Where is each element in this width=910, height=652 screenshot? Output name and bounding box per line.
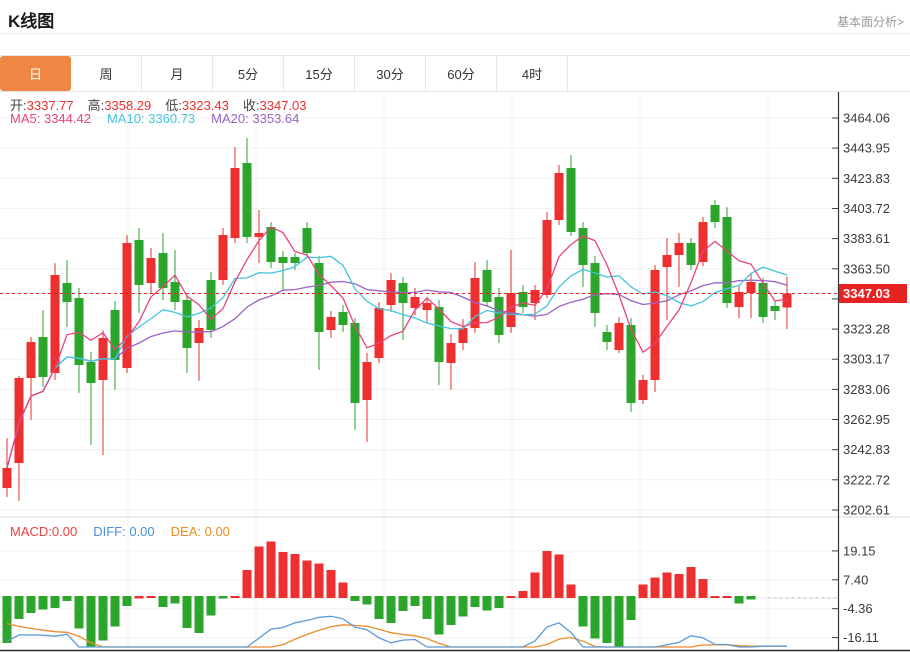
svg-text:3323.28: 3323.28	[843, 322, 890, 337]
macd-readout: MACD:0.00 DIFF: 0.00 DEA: 0.00	[10, 524, 230, 539]
tab-60分[interactable]: 60分	[426, 56, 497, 91]
ma20-value: MA20: 3353.64	[211, 111, 300, 126]
diff-value: DIFF: 0.00	[93, 524, 155, 539]
svg-text:3383.61: 3383.61	[843, 231, 890, 246]
tab-15分[interactable]: 15分	[284, 56, 355, 91]
svg-text:3443.95: 3443.95	[843, 141, 890, 156]
svg-text:3347.03: 3347.03	[843, 286, 890, 301]
svg-text:3303.17: 3303.17	[843, 352, 890, 367]
low-value: 3323.43	[181, 98, 229, 113]
svg-text:-16.11: -16.11	[843, 630, 879, 645]
svg-text:3262.95: 3262.95	[843, 412, 890, 427]
ma-readout: MA5: 3344.42 MA10: 3360.73 MA20: 3353.64	[10, 111, 299, 126]
ma-lines-layer	[6, 226, 788, 469]
ma5-value: MA5: 3344.42	[10, 111, 91, 126]
page-title: K线图	[8, 12, 55, 31]
axis-layer	[0, 92, 910, 652]
close-value: 3347.03	[259, 98, 307, 113]
open-value: 3337.77	[26, 98, 74, 113]
svg-text:3464.06: 3464.06	[843, 111, 890, 126]
svg-text:3283.06: 3283.06	[843, 382, 890, 397]
axis-labels-layer: 3464.06 3443.95 3423.83 3403.72 3383.61 3363.…	[832, 111, 890, 645]
tab-日[interactable]: 日	[0, 56, 71, 91]
tab-周[interactable]: 周	[71, 56, 142, 91]
svg-text:3423.83: 3423.83	[843, 171, 890, 186]
svg-text:3202.61: 3202.61	[843, 503, 890, 518]
close-label: 收:	[242, 98, 260, 113]
candles-layer	[2, 138, 792, 501]
grid-layer	[0, 92, 838, 650]
macd-value: MACD:0.00	[10, 524, 78, 539]
tab-月[interactable]: 月	[142, 56, 213, 91]
macd-lines-layer	[6, 597, 838, 648]
open-label: 开:	[10, 98, 27, 113]
svg-text:3222.72: 3222.72	[843, 472, 890, 487]
svg-text:3403.72: 3403.72	[843, 201, 890, 216]
svg-text:3242.83: 3242.83	[843, 442, 890, 457]
svg-text:19.15: 19.15	[843, 543, 876, 558]
current-price-tag: 3347.03	[839, 284, 907, 303]
period-tab-bar: 日周月 5分 15分 30分 60分 4时	[0, 55, 910, 92]
svg-text:3363.50: 3363.50	[843, 261, 890, 276]
low-label: 低:	[165, 98, 182, 113]
fundamental-analysis-link[interactable]: 基本面分析>	[836, 15, 904, 29]
svg-text:-4.36: -4.36	[843, 601, 873, 616]
ma10-value: MA10: 3360.73	[106, 111, 196, 126]
high-value: 3358.29	[104, 98, 152, 113]
dea-value: DEA: 0.00	[170, 524, 230, 539]
title-divider	[0, 33, 910, 34]
tab-5分[interactable]: 5分	[213, 56, 284, 91]
high-label: 高:	[87, 98, 105, 113]
ohlc-readout: 开:3337.77 高:3358.29 低:3323.43 收:3347.03	[10, 95, 321, 114]
svg-text:7.40: 7.40	[843, 572, 868, 587]
tab-30分[interactable]: 30分	[355, 56, 426, 91]
macd-bars-layer	[2, 541, 756, 648]
tab-4时[interactable]: 4时	[497, 56, 568, 91]
